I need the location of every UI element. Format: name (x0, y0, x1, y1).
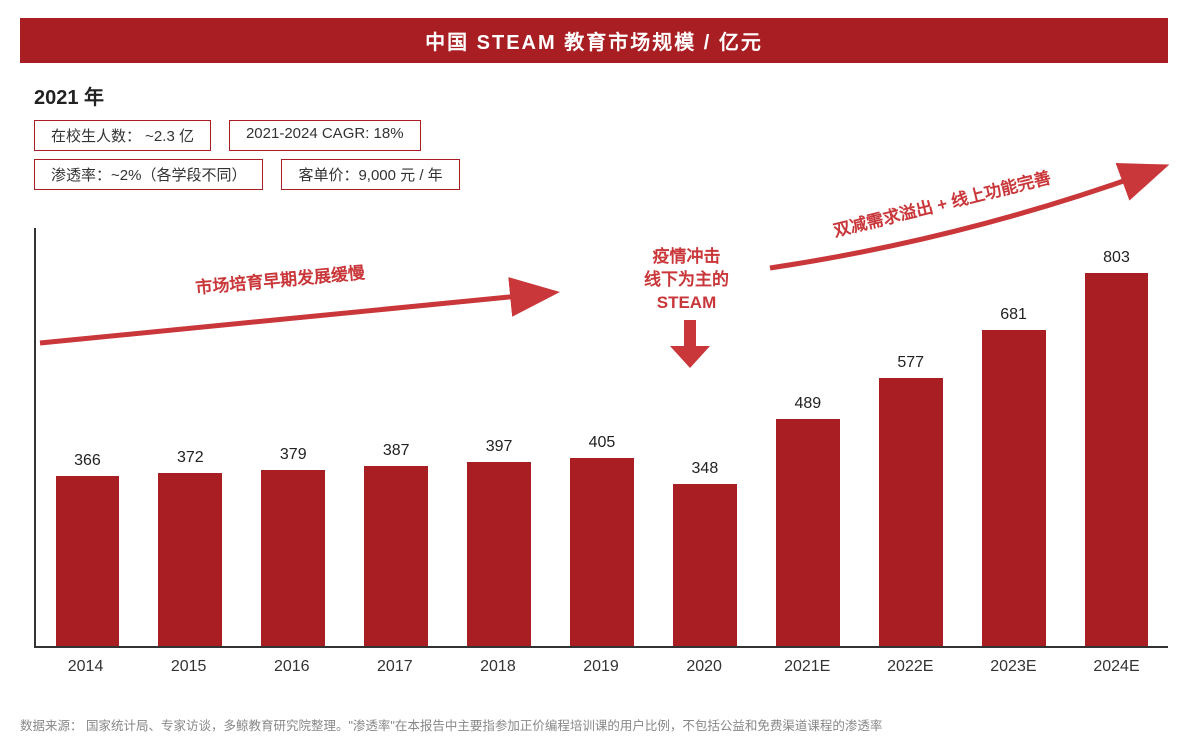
footnote: 数据来源： 国家统计局、专家访谈，多鲸教育研究院整理。"渗透率"在本报告中主要指… (20, 715, 882, 734)
bar-value-label: 405 (589, 434, 616, 452)
x-axis-label: 2021E (756, 652, 859, 676)
bar (673, 484, 737, 646)
chart-subtitle: 2021 年 (34, 81, 1188, 110)
bar (1085, 273, 1149, 646)
left-arrow (40, 283, 560, 353)
info-box: 在校生人数： ~2.3 亿 (34, 120, 211, 151)
x-axis-label: 2016 (240, 652, 343, 676)
bar-value-label: 489 (794, 395, 821, 413)
x-axis-labels: 20142015201620172018201920202021E2022E20… (34, 652, 1168, 676)
mid-line2: 线下为主的 (644, 269, 729, 292)
bar-slot: 405 (551, 228, 654, 646)
mid-line3: STEAM (644, 292, 729, 315)
bar-value-label: 372 (177, 449, 204, 467)
x-axis-label: 2014 (34, 652, 137, 676)
bar (982, 330, 1046, 646)
bar (776, 419, 840, 646)
x-axis-label: 2024E (1065, 652, 1168, 676)
info-box: 渗透率：~2%（各学段不同） (34, 159, 263, 190)
bar-value-label: 366 (74, 452, 101, 470)
x-axis-label: 2017 (343, 652, 446, 676)
bar (261, 470, 325, 646)
info-box: 2021-2024 CAGR: 18% (229, 120, 421, 151)
x-axis-label: 2018 (446, 652, 549, 676)
bar-value-label: 681 (1000, 306, 1027, 324)
bar-slot: 681 (962, 228, 1065, 646)
bar-slot: 803 (1065, 228, 1168, 646)
bar (158, 473, 222, 646)
bar (570, 458, 634, 646)
x-axis-label: 2022E (859, 652, 962, 676)
bar-value-label: 379 (280, 446, 307, 464)
chart-title: 中国 STEAM 教育市场规模 / 亿元 (20, 18, 1168, 63)
x-axis-label: 2020 (653, 652, 756, 676)
info-row-1: 在校生人数： ~2.3 亿 2021-2024 CAGR: 18% (34, 120, 1188, 151)
x-axis-label: 2023E (962, 652, 1065, 676)
bar (364, 466, 428, 646)
bar (56, 476, 120, 646)
x-axis-label: 2015 (137, 652, 240, 676)
bar (879, 378, 943, 646)
bar-slot: 489 (756, 228, 859, 646)
mid-annotation: 疫情冲击 线下为主的 STEAM (644, 246, 729, 315)
bar (467, 462, 531, 646)
bar-value-label: 397 (486, 438, 513, 456)
down-arrow-icon (670, 320, 710, 370)
bar-value-label: 577 (897, 354, 924, 372)
bar-value-label: 387 (383, 442, 410, 460)
info-box: 客单价：9,000 元 / 年 (281, 159, 459, 190)
bar-slot: 577 (859, 228, 962, 646)
mid-line1: 疫情冲击 (644, 246, 729, 269)
bar-value-label: 348 (692, 460, 719, 478)
x-axis-label: 2019 (549, 652, 652, 676)
